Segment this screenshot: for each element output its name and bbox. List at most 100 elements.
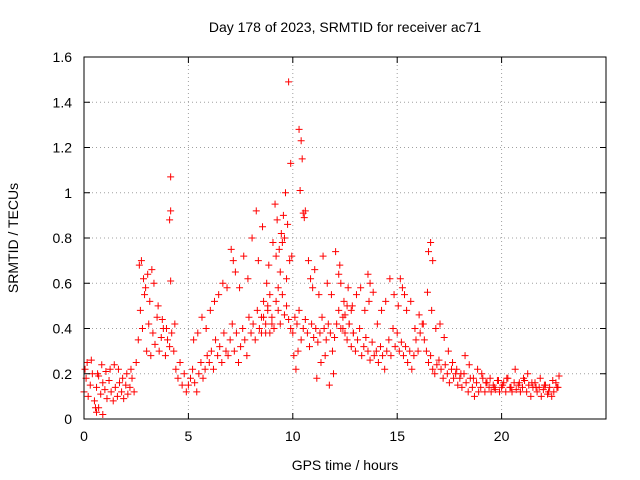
data-point: [314, 338, 322, 346]
data-point: [433, 361, 441, 369]
data-point: [470, 392, 478, 400]
data-point: [272, 297, 280, 305]
data-point: [148, 266, 156, 274]
data-point: [414, 347, 422, 355]
data-point: [240, 252, 248, 260]
data-point: [285, 78, 293, 86]
data-point: [161, 352, 169, 360]
data-point: [142, 284, 150, 292]
data-point: [280, 311, 288, 319]
x-axis-title: GPS time / hours: [292, 457, 399, 473]
data-point: [512, 386, 520, 394]
data-point: [269, 239, 277, 247]
data-point: [393, 329, 401, 337]
data-point: [464, 388, 472, 396]
data-point: [272, 252, 280, 260]
data-point: [490, 383, 498, 391]
data-point: [431, 370, 439, 378]
data-point: [401, 291, 409, 299]
y-tick-label: 1.6: [53, 49, 73, 65]
data-point: [524, 370, 532, 378]
data-point: [215, 291, 223, 299]
data-point: [151, 340, 159, 348]
data-point: [226, 336, 234, 344]
data-point: [313, 374, 321, 382]
data-point: [318, 313, 326, 321]
data-point: [411, 325, 419, 332]
data-point: [553, 383, 561, 391]
data-point: [482, 379, 490, 387]
data-point: [487, 388, 495, 396]
data-point: [349, 329, 357, 337]
data-point: [416, 329, 424, 337]
data-point: [149, 329, 157, 337]
data-point: [244, 275, 252, 283]
data-point: [445, 379, 453, 387]
data-point: [127, 365, 135, 373]
data-point: [154, 302, 162, 310]
data-point: [345, 320, 353, 328]
data-point: [209, 365, 217, 373]
data-point: [254, 257, 262, 265]
x-tick-label: 5: [185, 428, 193, 444]
data-point: [340, 297, 348, 305]
data-point: [132, 358, 140, 366]
data-point: [399, 352, 407, 360]
data-point: [268, 313, 276, 321]
data-point: [312, 325, 320, 332]
data-point: [218, 358, 226, 366]
data-point: [276, 268, 284, 276]
data-point: [122, 381, 130, 389]
data-point: [287, 325, 295, 332]
data-point: [356, 325, 364, 332]
data-point: [140, 275, 148, 283]
data-point: [404, 358, 412, 366]
data-point: [499, 381, 507, 389]
data-point: [385, 336, 393, 344]
data-point: [287, 159, 295, 167]
grid-layer: [84, 57, 606, 419]
data-point: [502, 388, 510, 396]
x-tick-label: 20: [494, 428, 510, 444]
data-point: [425, 248, 433, 256]
data-point: [324, 320, 332, 328]
data-point: [494, 377, 502, 385]
data-point: [368, 338, 376, 346]
data-point: [373, 320, 381, 328]
data-point: [211, 297, 218, 305]
data-point: [474, 365, 482, 373]
data-point: [360, 343, 368, 351]
data-point: [372, 347, 380, 355]
data-point: [410, 352, 418, 360]
data-point: [275, 245, 283, 253]
data-point: [435, 356, 443, 364]
data-point: [252, 207, 260, 215]
data-point: [332, 248, 340, 256]
data-point: [251, 336, 259, 344]
data-point: [325, 381, 333, 389]
data-point: [347, 306, 355, 314]
data-point: [301, 315, 309, 323]
data-point: [515, 379, 523, 387]
data-point: [320, 325, 328, 332]
data-point: [186, 374, 194, 382]
data-point: [262, 320, 270, 328]
data-point: [167, 277, 175, 285]
data-point: [198, 313, 206, 321]
x-tick-label: 10: [285, 428, 301, 444]
data-point: [274, 306, 282, 314]
data-point: [387, 352, 395, 360]
tick-labels: 0 5 10 15 20 0 0.2 0.4 0.6 0.8 1 1.2 1.4 1.6: [53, 49, 510, 444]
data-point: [241, 336, 249, 344]
data-point: [113, 392, 121, 400]
data-point: [386, 275, 394, 283]
data-point: [295, 125, 303, 133]
data-point: [361, 306, 369, 314]
data-point: [406, 347, 414, 355]
data-point: [407, 297, 415, 305]
data-point: [237, 343, 245, 351]
y-tick-label: 0.6: [53, 275, 73, 291]
data-point: [223, 284, 231, 292]
data-point: [265, 261, 273, 269]
data-point: [126, 383, 134, 391]
